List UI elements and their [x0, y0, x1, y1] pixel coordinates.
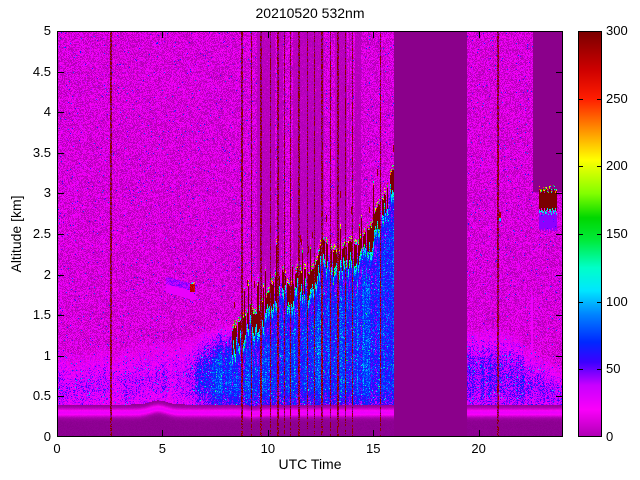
colorbar-tick-label: 100	[606, 293, 628, 309]
x-tick-label: 20	[471, 441, 486, 456]
colorbar-tick-label: 150	[606, 226, 628, 241]
y-tick-label: 1	[43, 347, 51, 363]
y-tick-label: 0.5	[32, 388, 51, 404]
colorbar-tick-label: 0	[606, 429, 614, 444]
plot-title: 20210520 532nm	[255, 5, 365, 21]
x-axis-label: UTC Time	[278, 456, 342, 472]
y-tick-label: 3	[43, 185, 51, 201]
x-tick-label: 0	[53, 441, 61, 456]
heatmap-canvas	[57, 31, 563, 437]
y-tick-label: 5	[43, 23, 51, 38]
colorbar-tick-label: 200	[606, 158, 628, 174]
colorbar-tick-label: 50	[606, 361, 621, 377]
x-tick-label: 5	[158, 441, 167, 456]
y-tick-label: 3.5	[32, 144, 51, 160]
x-tick-label: 15	[366, 441, 381, 456]
colorbar-canvas	[578, 31, 602, 437]
y-tick-label: 2.5	[32, 226, 51, 241]
x-tick-label: 10	[260, 441, 276, 456]
y-tick-label: 2	[43, 266, 51, 282]
y-tick-label: 0	[43, 429, 51, 444]
colorbar-tick-label: 250	[606, 90, 628, 106]
y-tick-label: 1.5	[32, 307, 51, 323]
y-tick-label: 4	[43, 104, 51, 120]
colorbar-tick-label: 300	[606, 23, 628, 38]
y-tick-label: 4.5	[32, 63, 51, 79]
